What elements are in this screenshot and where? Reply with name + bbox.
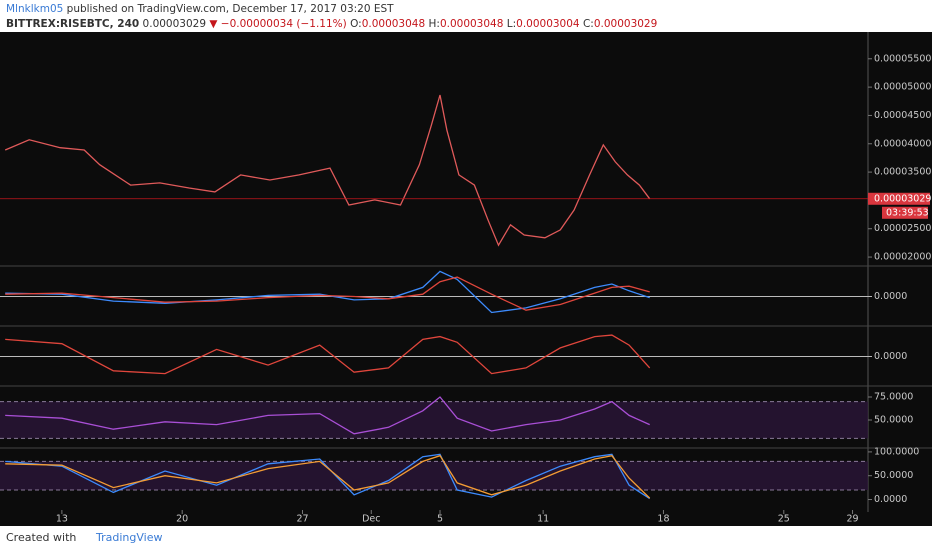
x-tick-label: 11 [537, 514, 549, 525]
y-tick-label: 0.00005000 [874, 82, 931, 93]
ohlc-value: 0.00003048 [361, 18, 426, 30]
chart: 0.00002000 0.00002500 0.00003500 0.00004000… [0, 32, 932, 526]
ohlc-value: 0.00003004 [516, 18, 580, 30]
publish-line: Mlnklkm05 published on TradingView.com, … [6, 3, 394, 15]
y-tick-label: 0.0000 [874, 291, 907, 302]
y-tick-label: 0.00002500 [874, 223, 931, 234]
band-fill [0, 401, 868, 439]
brand[interactable]: TradingView [96, 531, 163, 544]
x-tick-label: 13 [56, 514, 68, 525]
ohlc-value: 0.00003029 [593, 18, 658, 30]
x-tick-label: 18 [657, 514, 669, 525]
created-with: Created with [6, 531, 77, 544]
chart-background [0, 32, 932, 526]
ohlc-label: O: [350, 18, 362, 30]
x-tick-label: 25 [778, 514, 790, 525]
series-line [5, 453, 651, 500]
band-fill [0, 461, 868, 490]
last-price-tag [868, 192, 930, 205]
price: 0.00003029 [142, 18, 207, 30]
series-line [5, 270, 650, 314]
x-tick-label: 20 [176, 514, 188, 525]
y-tick-label: 100.0000 [874, 446, 919, 457]
timer-tag [882, 206, 928, 219]
y-tick-label: 50.0000 [874, 470, 913, 481]
ohlc-label: C: [582, 18, 594, 30]
series-line [5, 396, 650, 435]
series-line [5, 276, 650, 311]
y-tick-label: 75.0000 [874, 392, 913, 403]
series-line [4, 94, 651, 247]
last-price-label: 0.00003029 [874, 193, 931, 204]
author[interactable]: Mlnklkm05 [6, 3, 64, 15]
y-tick-label: 0.0000 [874, 351, 907, 362]
symbol: BITTREX:RISEBTC, 240 [6, 18, 140, 30]
y-tick-label: 0.00004500 [874, 110, 931, 121]
ohlc: O:0.00003048 H:0.00003048 L:0.00003004 C… [350, 18, 657, 30]
y-tick-label: 0.00003500 [874, 167, 931, 178]
series-line [5, 454, 651, 499]
y-tick-label: 0.00005500 [874, 53, 931, 64]
ohlc-value: 0.00003048 [439, 18, 504, 30]
header: Mlnklkm05 published on TradingView.com, … [0, 0, 932, 32]
x-tick-label: 5 [437, 514, 443, 525]
y-tick-label: 50.0000 [874, 414, 913, 425]
change: ▼ −0.00000034 (−1.11%) [209, 18, 347, 30]
timer: 03:39:53 [886, 207, 929, 218]
published: published on TradingView.com, December 1… [66, 3, 394, 15]
y-tick-label: 0.00004000 [874, 138, 931, 149]
ohlc-label: H: [428, 18, 440, 30]
symbol-line: BITTREX:RISEBTC, 240 0.00003029 ▼ −0.000… [6, 18, 657, 30]
y-tick-label: 0.00002000 [874, 252, 931, 263]
y-tick-label: 0.0000 [874, 494, 907, 505]
footer: Created with TradingView [0, 526, 932, 550]
x-tick-label: Dec [362, 514, 380, 525]
x-tick-label: 27 [296, 514, 308, 525]
x-tick-label: 29 [846, 514, 858, 525]
ohlc-label: L: [506, 18, 517, 30]
series-line [5, 334, 651, 375]
